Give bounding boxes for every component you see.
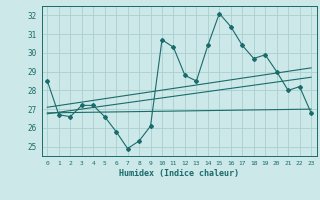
X-axis label: Humidex (Indice chaleur): Humidex (Indice chaleur) — [119, 169, 239, 178]
